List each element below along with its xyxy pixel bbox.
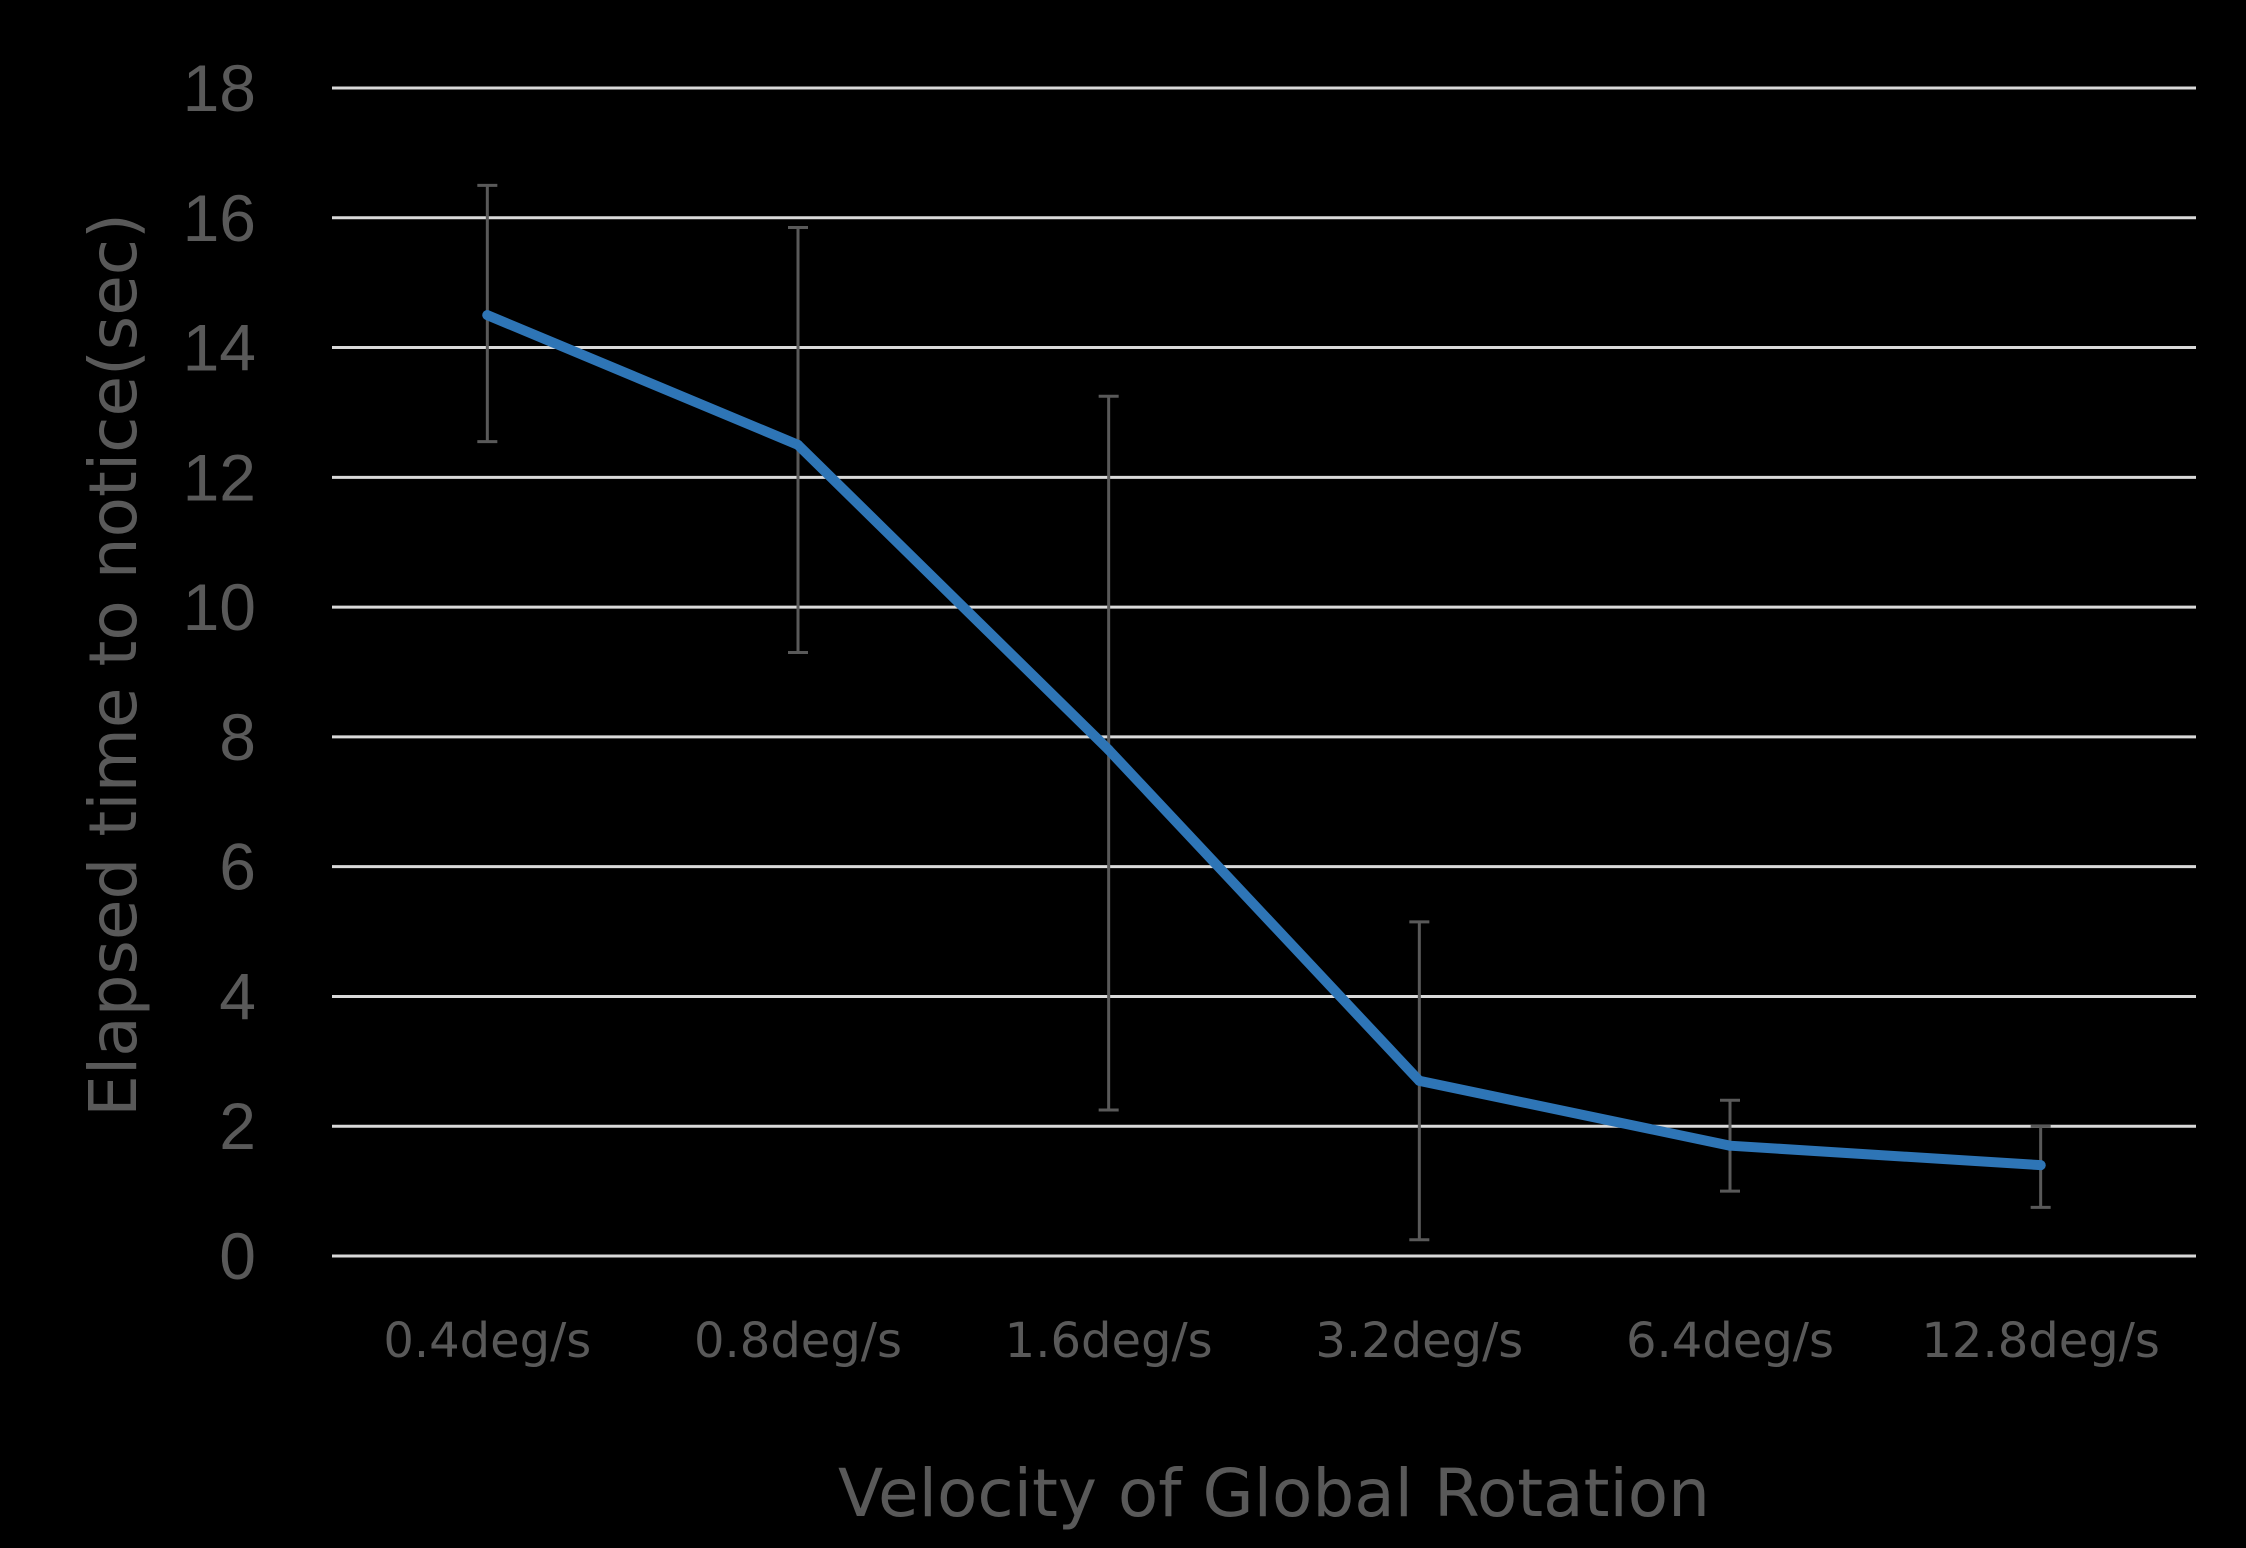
series-group [482,310,2046,1171]
y-tick-label: 12 [183,440,256,514]
y-tick-label: 18 [183,51,256,125]
data-point [2035,1160,2046,1171]
y-tick-label: 16 [183,181,256,255]
data-point [793,439,803,450]
error-bars [477,183,2051,1242]
x-axis-tick-labels: 0.4deg/s 0.8deg/s 1.6deg/s 3.2deg/s 6.4deg/s… [383,1313,2160,1369]
y-tick-label: 6 [219,830,256,904]
x-tick-label: 3.2deg/s [1315,1313,1523,1369]
y-tick-label: 4 [219,959,256,1033]
y-tick-label: 0 [219,1219,256,1293]
y-tick-label: 8 [219,700,256,774]
x-tick-label: 0.8deg/s [694,1313,902,1369]
y-axis-title: Elapsed time to notice(sec) [75,213,152,1117]
x-tick-label: 6.4deg/s [1626,1313,1834,1369]
x-axis-title: Velocity of Global Rotation [838,1455,1710,1532]
gridlines [332,86,2196,1258]
data-point [1725,1140,1735,1151]
data-point [1103,744,1114,755]
y-tick-label: 2 [219,1089,256,1163]
x-tick-label: 1.6deg/s [1005,1313,1213,1369]
data-point [1414,1075,1425,1086]
data-point [482,310,493,321]
x-tick-label: 0.4deg/s [383,1313,591,1369]
series-line [482,310,2046,1171]
y-axis-tick-labels: 0 2 4 6 8 10 12 14 16 18 [183,51,256,1293]
y-tick-label: 14 [183,311,256,385]
y-tick-label: 10 [183,570,256,644]
x-tick-label: 12.8deg/s [1921,1313,2160,1369]
